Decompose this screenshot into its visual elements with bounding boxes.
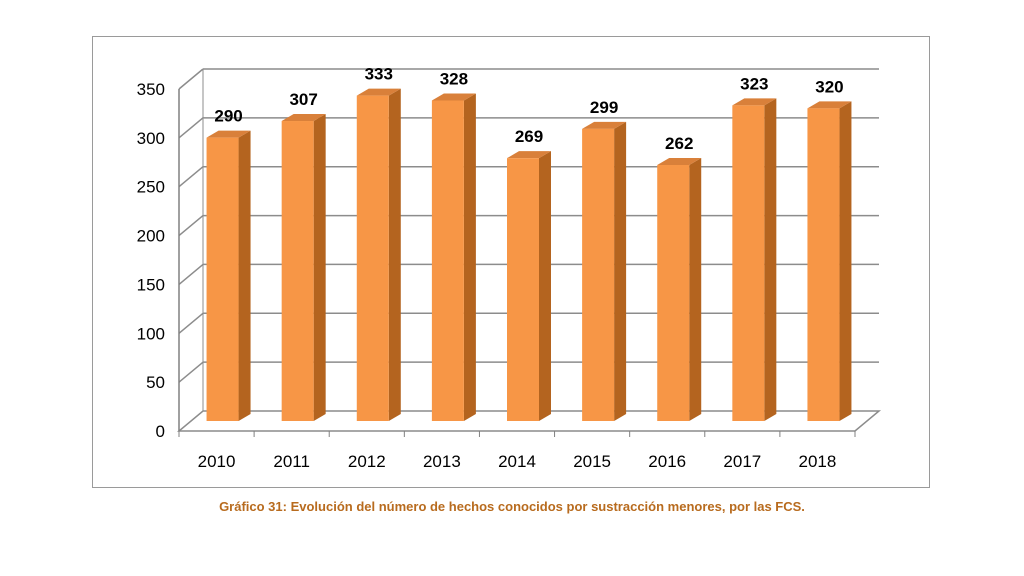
y-tick-label: 100 [137,324,165,343]
gridline-depth [178,214,204,237]
bar-top [431,93,476,101]
bar-side [539,151,551,422]
bar-top [356,88,401,96]
gridline-depth [178,166,204,188]
bar-top [281,114,326,122]
bar-top [732,98,777,106]
bar-side [689,157,702,421]
bar-top [582,121,627,129]
bar-top [657,157,702,165]
bar-top [807,101,852,109]
x-tick-label: 2015 [573,452,611,471]
y-tick-label: 300 [137,129,165,148]
x-tick-label: 2010 [198,452,236,471]
bar-side [614,121,627,421]
chart-frame: 0 50 100 150 200 250 300 350 290 2010 307 2011 333 20… [92,36,930,488]
bar-chart: 0 50 100 150 200 250 300 350 290 2010 307 2011 333 20… [137,65,882,471]
data-label: 262 [665,134,693,153]
x-tick-label: 2016 [648,452,686,471]
x-tick-label: 2011 [273,452,310,471]
data-label: 269 [515,127,543,146]
y-tick-label: 200 [137,227,165,246]
y-tick-label: 0 [156,422,165,441]
bar-side [388,88,401,422]
data-label: 328 [440,69,468,88]
bar-top [507,151,551,159]
x-tick-label: 2017 [723,452,761,471]
gridline-depth [178,312,204,334]
chart-caption: Gráfico 31: Evolución del número de hech… [219,499,805,514]
data-label: 333 [365,65,393,84]
gridline-depth [178,263,204,286]
y-tick-label: 350 [137,80,165,99]
data-label: 323 [740,74,768,93]
data-label: 299 [590,98,618,117]
bar-top [206,130,251,138]
y-tick-label: 50 [146,373,165,392]
bar [356,95,389,422]
x-tick-label: 2012 [348,452,386,471]
y-tick-label: 150 [137,275,165,294]
bar-side [764,98,777,421]
gridline-depth [178,68,204,90]
data-label: 307 [289,90,317,109]
bar [732,105,765,421]
bar [507,158,539,422]
x-tick-label: 2013 [423,452,461,471]
x-tick-label: 2014 [498,452,536,471]
x-tick-label: 2018 [799,452,837,471]
gridline-depth [178,361,204,383]
bar [281,121,314,421]
bar [206,137,239,421]
data-label: 290 [214,107,242,126]
bar-side [839,101,852,422]
bar [431,100,464,422]
gridline-depth [178,117,204,139]
data-label: 320 [815,77,843,96]
bar [657,164,690,421]
bar-side [313,114,326,421]
bar [807,108,840,422]
bar [582,128,615,421]
bar-side [463,93,476,422]
y-tick-label: 250 [137,178,165,197]
bar-side [238,130,251,421]
